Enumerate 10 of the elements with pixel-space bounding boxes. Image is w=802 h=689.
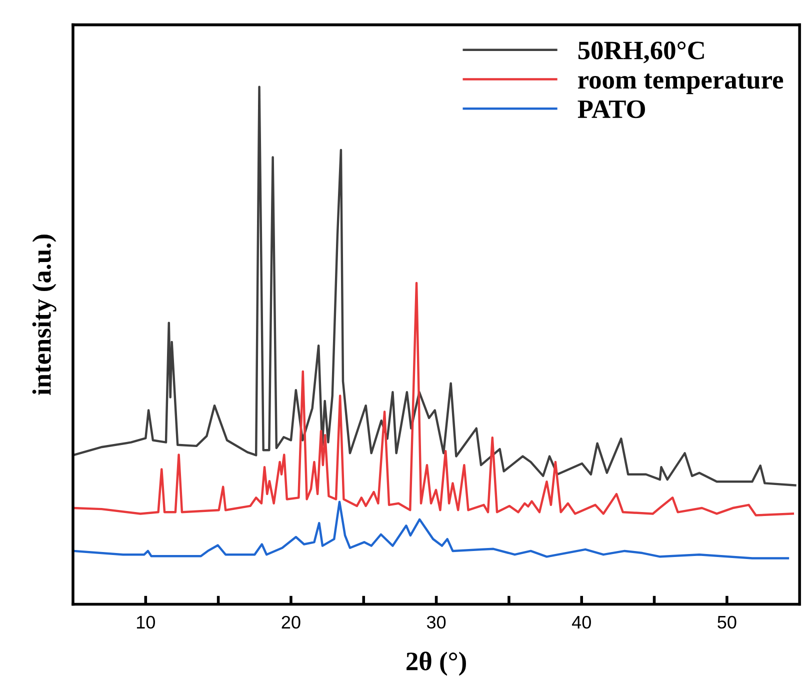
x-tick-label: 30 — [426, 616, 446, 629]
legend-label: room temperature — [578, 74, 784, 94]
legend-label: PATO — [578, 100, 645, 118]
x-tick-label: 40 — [572, 616, 591, 629]
legend-label: 50RH,60°C — [578, 42, 704, 64]
x-axis-title: 2θ (°) — [406, 652, 466, 676]
x-tick-label: 20 — [282, 616, 300, 629]
y-axis-title: intensity (a.u.) — [32, 234, 56, 395]
x-tick-label: 50 — [718, 616, 736, 629]
x-tick-label: 10 — [136, 616, 155, 629]
